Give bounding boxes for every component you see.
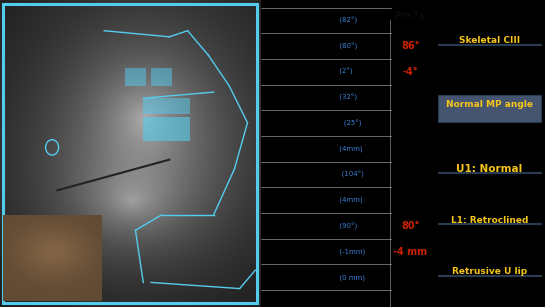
Bar (151, 68, 172, 86)
Bar (143, 117, 190, 141)
Text: Normal MP angle: Normal MP angle (446, 100, 533, 109)
Text: 9.: 9. (262, 221, 270, 231)
Text: (-1mm): (-1mm) (337, 248, 365, 255)
Text: (2°): (2°) (337, 68, 353, 76)
Text: 86°: 86° (401, 41, 420, 51)
Text: -4°: -4° (403, 67, 418, 77)
Text: U1→NA: U1→NA (283, 144, 314, 154)
Text: (4mm): (4mm) (337, 197, 362, 204)
Text: SNA: SNA (283, 16, 301, 25)
Text: 3.: 3. (262, 67, 270, 76)
Bar (438, 44, 541, 45)
Bar (143, 98, 190, 114)
Text: 4 mm: 4 mm (396, 195, 425, 205)
Text: 80°: 80° (401, 221, 420, 231)
Text: U1→SN: U1→SN (283, 170, 314, 179)
Text: 6 mm: 6 mm (396, 144, 425, 154)
Text: 28°: 28° (402, 118, 419, 128)
Bar (438, 172, 541, 173)
Bar (125, 68, 146, 86)
Text: 1.: 1. (262, 16, 270, 25)
Text: hard: hard (18, 217, 42, 226)
Text: UL–Eₗᴵₙₑ: UL–Eₗᴵₙₑ (283, 247, 314, 256)
Text: 11.: 11. (262, 273, 275, 282)
Text: 82°: 82° (402, 16, 419, 25)
Text: U1: Normal: U1: Normal (456, 164, 523, 174)
Text: 1 mm: 1 mm (396, 272, 425, 282)
Text: SNB: SNB (283, 42, 301, 51)
Text: Skeletal CIII: Skeletal CIII (459, 36, 520, 45)
Bar (438, 95, 541, 122)
Text: (82°): (82°) (337, 17, 357, 24)
Bar (438, 275, 541, 276)
Text: 5.: 5. (262, 119, 270, 128)
Text: (32°): (32°) (337, 94, 357, 101)
Text: 2.: 2. (262, 42, 270, 51)
Text: LL –Eₗᴵₙₑ: LL –Eₗᴵₙₑ (283, 273, 315, 282)
Text: (4mm): (4mm) (337, 146, 362, 152)
Text: (0 mm): (0 mm) (337, 274, 365, 281)
Text: 4.: 4. (262, 93, 270, 102)
Text: 8.: 8. (262, 196, 270, 205)
Text: (104°): (104°) (337, 171, 364, 178)
Text: 106°: 106° (399, 169, 422, 180)
Text: ANB: ANB (283, 67, 301, 76)
Text: -4 mm: -4 mm (393, 247, 427, 257)
Text: 10.: 10. (262, 247, 275, 256)
Text: (90°): (90°) (337, 222, 357, 230)
Text: L1: Retroclined: L1: Retroclined (451, 216, 528, 225)
Text: (25°): (25°) (337, 120, 361, 127)
Text: 7.: 7. (262, 170, 270, 179)
Text: Retrusive U lip: Retrusive U lip (452, 267, 527, 276)
Text: SN-MP: SN-MP (283, 93, 311, 102)
Text: FMA: FMA (283, 119, 301, 128)
Bar (438, 223, 541, 224)
Text: L1 →NB: L1 →NB (283, 196, 316, 205)
Text: (80°): (80°) (337, 43, 357, 50)
Text: Pre-Tx: Pre-Tx (396, 11, 425, 21)
Text: L1 →MP: L1 →MP (283, 221, 316, 231)
Text: 34°: 34° (402, 92, 419, 103)
Text: 6.: 6. (262, 144, 270, 154)
